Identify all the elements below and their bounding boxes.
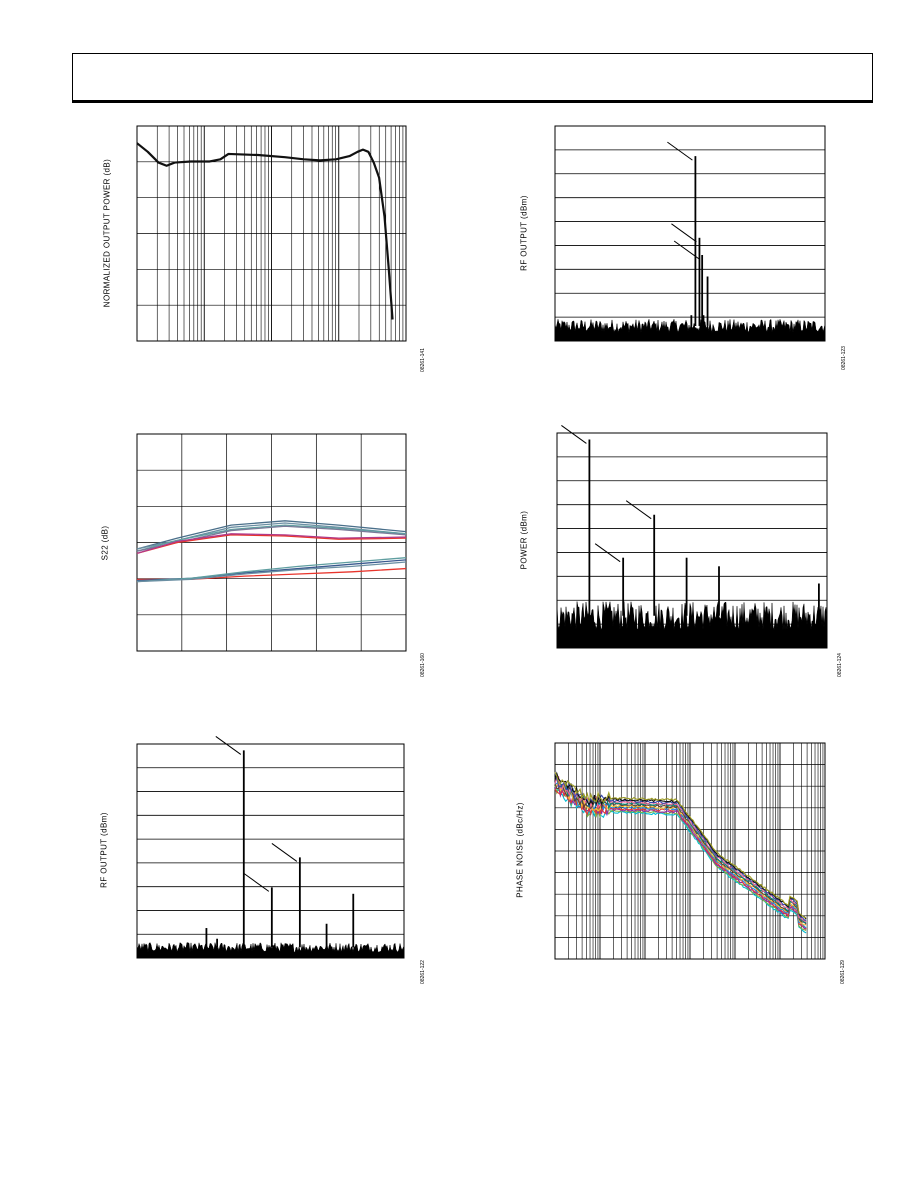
noise-floor [556,601,828,649]
annotation-arrow-1 [671,223,697,243]
annotation-arrow-2 [271,843,298,862]
annotation-arrow-0 [215,736,242,755]
chart-phase-noise-ylabel: PHASE NOISE (dBc/Hz) [515,802,525,898]
annotation-arrow-2 [673,240,700,260]
series-line-4 [136,534,407,554]
annotation-arrow-0 [561,425,587,444]
plot-frame [556,432,828,649]
annotation-arrow-1 [594,543,621,563]
series-line-9 [136,561,407,583]
noise-floor [136,942,405,959]
annotation-arrow-1 [243,872,270,892]
phase-noise-trace-11 [554,772,807,919]
chart-phase-noise-figure-id: 08261-129 [840,960,846,984]
annotation-arrow-2 [625,500,652,520]
phase-noise-trace-1 [554,783,807,931]
phase-noise-trace-5 [554,780,807,926]
series-line-0 [136,142,394,320]
series-line-0 [136,520,407,550]
series-line-8 [136,557,407,583]
series-line-2 [136,524,407,552]
plot-frame [554,125,826,342]
series-line-5 [136,533,407,554]
page-header-box [72,53,873,103]
annotation-arrow-0 [667,141,693,161]
